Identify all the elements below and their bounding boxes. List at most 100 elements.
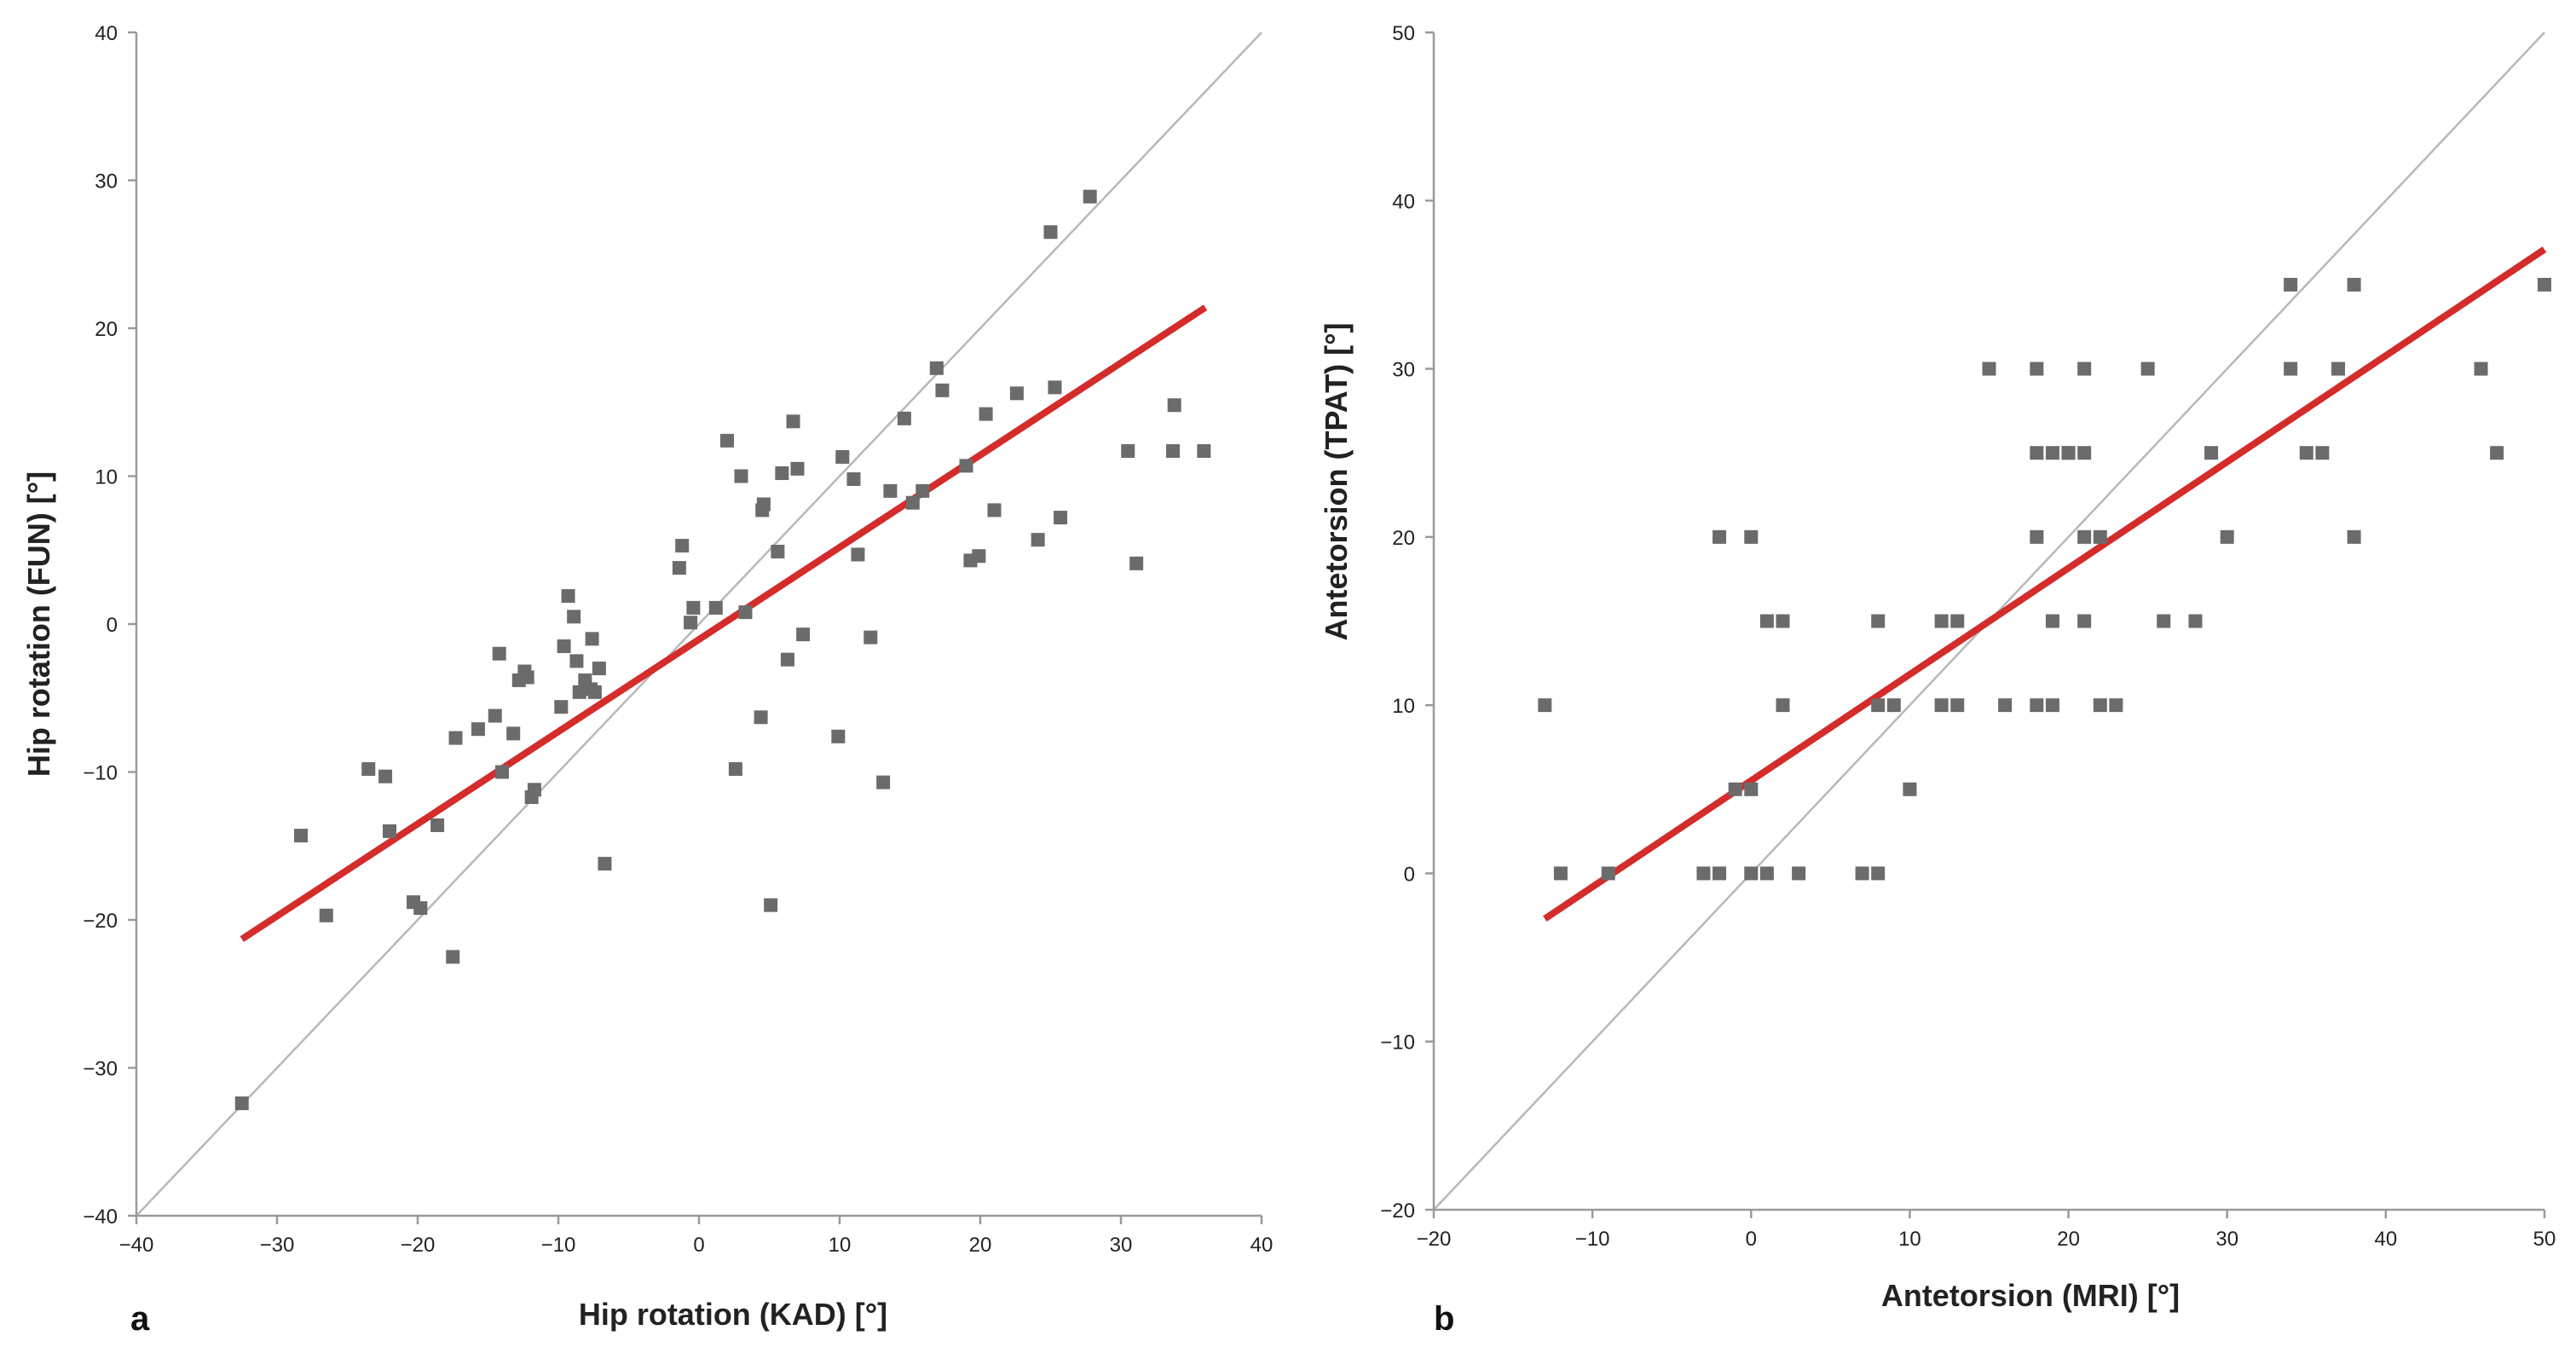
panel-a-data-point [361, 762, 376, 777]
panel-b-x-ticks: −20 −10 0 10 20 30 40 50 [1417, 1210, 2556, 1251]
panel-b-data-point [1776, 614, 1790, 628]
panel-a-data-point [446, 950, 460, 964]
panel-b-data-point [1728, 782, 1742, 796]
panel-b-data-point [2030, 361, 2044, 376]
panel-b-data-point [1871, 614, 1886, 628]
panel-a-x-tick-label: −30 [260, 1234, 295, 1257]
panel-a-x-ticks: −40 −30 −20 −10 0 10 20 30 40 [119, 1216, 1273, 1257]
panel-a-fit-layer [240, 304, 1208, 942]
panel-a-data-point [846, 471, 861, 486]
panel-b-data-point [1713, 866, 1727, 881]
panel-a-data-point [738, 605, 753, 620]
panel-a-x-tick-label: 20 [969, 1234, 992, 1257]
panel-b-x-axis-label: Antetorsion (MRI) [°] [1881, 1278, 2180, 1313]
panel-a-y-tick-label: −40 [83, 1206, 118, 1229]
panel-b-data-point [1792, 866, 1806, 881]
panel-b-data-point [2045, 446, 2059, 460]
panel-a-data-point [780, 652, 794, 667]
panel-a-data-point [979, 407, 993, 421]
panel-a-data-point [959, 459, 973, 473]
panel-a-data-point [831, 729, 846, 743]
panel-b-data-point [2030, 698, 2044, 713]
panel-a-data-point [708, 600, 723, 615]
panel-a-data-point [775, 466, 789, 481]
chart-panel-a: −40 −30 −20 −10 0 10 20 30 40 −40 −30 −20 −10 0 10 20 3… [21, 22, 1273, 1338]
panel-b-data-point [1744, 782, 1759, 796]
panel-a-data-point [378, 769, 393, 783]
panel-b-data-point [1871, 866, 1886, 881]
panel-a-data-point [488, 708, 502, 723]
panel-b-data-point [2284, 361, 2298, 376]
panel-a-data-point [1043, 225, 1058, 240]
panel-b-data-point [1998, 698, 2013, 713]
panel-a-data-point [851, 547, 865, 562]
panel-b-data-point [1934, 614, 1949, 628]
panel-b-data-point [1744, 529, 1759, 544]
panel-a-data-point [1054, 511, 1068, 525]
panel-b-x-tick-label: −20 [1417, 1228, 1452, 1251]
panel-b-y-axis-label: Antetorsion (TPAT) [°] [1319, 323, 1354, 641]
panel-a-identity-line [136, 32, 1262, 1217]
panel-a-data-point [471, 722, 485, 737]
panel-b-letter: b [1434, 1300, 1454, 1338]
panel-a-data-point [1121, 444, 1135, 459]
panel-a-data-point [319, 908, 333, 922]
panel-b-regression-line [1543, 246, 2547, 922]
panel-b-y-tick-label: 20 [1392, 527, 1415, 550]
panel-b-y-tick-label: −10 [1380, 1032, 1415, 1055]
panel-a-data-point [972, 549, 986, 564]
panel-b-x-tick-label: 40 [2375, 1228, 2398, 1251]
panel-b-data-point [2077, 446, 2092, 460]
panel-b-x-tick-label: −10 [1575, 1228, 1610, 1251]
panel-a-data-point [672, 561, 686, 575]
panel-a-data-point [686, 600, 701, 615]
panel-b-data-point [2061, 446, 2076, 460]
panel-a-data-point [383, 824, 396, 838]
panel-a-data-point [1083, 189, 1097, 204]
panel-b-data-point [2331, 361, 2346, 376]
panel-a-data-point [771, 544, 785, 558]
panel-b-data-point [2077, 361, 2092, 376]
panel-a-y-tick-label: −20 [83, 910, 118, 933]
chart-panel-b: −20 −10 0 10 20 30 40 50 −20 −10 0 10 20 30 40 50 Ante… [1319, 22, 2556, 1338]
panel-a-y-ticks: −40 −30 −20 −10 0 10 20 30 40 [83, 22, 136, 1229]
panel-a-data-point [786, 414, 800, 429]
panel-b-y-tick-label: 30 [1392, 359, 1415, 382]
panel-b-x-tick-label: 20 [2057, 1228, 2080, 1251]
panel-b-data-point [2188, 614, 2203, 628]
panel-b-data-point [1934, 698, 1949, 713]
panel-a-data-point [929, 361, 944, 375]
panel-b-data-point [2030, 446, 2044, 460]
panel-a-data-point [572, 685, 586, 699]
panel-b-y-tick-label: 0 [1404, 863, 1415, 886]
panel-a-data-point [1166, 444, 1181, 459]
panel-a-data-point [684, 616, 698, 630]
panel-b-axes [1432, 32, 2544, 1211]
panel-a-identity-layer [136, 32, 1262, 1217]
panel-b-y-ticks: −20 −10 0 10 20 30 40 50 [1380, 22, 1434, 1223]
panel-a-data-point [598, 857, 612, 871]
panel-b-data-point [2157, 614, 2171, 628]
panel-a-data-point [835, 449, 850, 464]
panel-b-data-point [1759, 866, 1774, 881]
panel-b-points [1538, 277, 2551, 881]
panel-a-data-point [1129, 556, 1144, 570]
panel-b-data-point [2220, 529, 2234, 544]
panel-a-y-tick-label: 10 [95, 466, 118, 489]
panel-a-data-point [754, 710, 768, 725]
panel-a-data-point [430, 818, 445, 832]
panel-b-data-point [2284, 277, 2298, 292]
panel-a-data-point [506, 726, 521, 741]
panel-a-data-point [790, 461, 805, 476]
panel-a-data-point [567, 610, 581, 624]
panel-b-data-point [2077, 614, 2092, 628]
panel-a-data-point [734, 469, 748, 483]
panel-b-y-tick-label: 40 [1392, 190, 1415, 213]
panel-a-points [234, 189, 1211, 1111]
panel-a-data-point [720, 433, 734, 448]
panel-a-data-point [935, 383, 950, 397]
panel-a-data-point [520, 670, 534, 685]
panel-a-data-point [492, 646, 506, 661]
panel-a-data-point [413, 901, 428, 916]
panel-b-data-point [1538, 698, 1552, 713]
